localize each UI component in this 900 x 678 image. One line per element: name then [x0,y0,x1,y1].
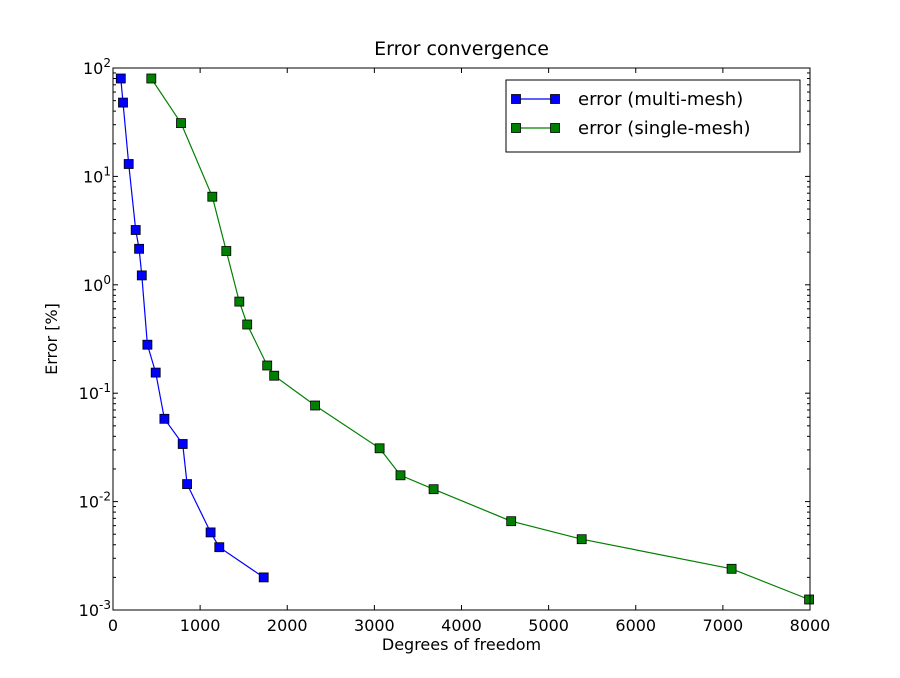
data-point [269,370,280,381]
legend-marker [511,123,521,133]
x-tick-label: 0 [108,616,118,635]
y-tick-exponent: 1 [103,164,111,178]
data-point [134,243,145,254]
series-markers [115,73,814,605]
data-point [182,479,193,490]
data-point [242,319,253,330]
data-point [115,73,126,84]
series-lines [120,78,810,601]
data-point [258,572,269,583]
y-tick-mantissa: 10 [83,276,103,295]
y-tick-label: 101 [83,164,111,186]
data-point [506,516,517,527]
y-tick-exponent: -2 [99,490,111,504]
data-point [136,270,147,281]
legend-marker [550,123,560,133]
data-point [118,97,128,108]
y-tick-mantissa: 10 [79,493,99,512]
legend-label: error (multi-mesh) [578,89,743,110]
data-point [130,225,141,235]
y-tick-label: 10-1 [79,381,111,403]
legend-label: error (single-mesh) [578,118,751,139]
y-tick-label: 102 [83,56,111,78]
y-tick-mantissa: 10 [79,601,99,620]
series-line-1 [150,78,810,601]
data-point [146,73,157,84]
data-point [262,360,273,371]
x-tick-label: 3000 [354,616,395,635]
data-point [428,484,439,495]
y-tick-label: 10-3 [79,598,111,620]
data-point [150,367,161,378]
y-axis-label: Error [%] [42,303,61,375]
legend-box [505,79,801,153]
y-tick-exponent: 2 [103,56,111,70]
data-point [159,413,170,424]
y-tick-label: 10-2 [79,490,111,512]
x-tick-label: 8000 [790,616,831,635]
data-point [374,443,385,454]
data-point [123,159,134,169]
y-tick-mantissa: 10 [83,167,103,186]
x-axis-label: Degrees of freedom [382,635,541,654]
plot-frame [112,67,811,611]
data-point [234,296,245,307]
x-tick-label: 6000 [615,616,656,635]
data-point [142,339,153,350]
data-point [207,191,218,202]
data-point [576,534,587,545]
x-tick-label: 7000 [703,616,744,635]
legend-marker [550,94,560,104]
data-point [221,246,232,256]
x-tick-label: 2000 [267,616,308,635]
data-point [804,594,814,605]
chart-title: Error convergence [374,38,549,60]
data-point [395,470,406,481]
y-tick-exponent: 0 [103,273,111,287]
y-tick-mantissa: 10 [83,59,103,78]
x-tick-label: 5000 [528,616,569,635]
data-point [205,527,216,538]
x-tick-label: 1000 [180,616,221,635]
data-point [176,118,186,128]
legend-marker [511,94,521,104]
data-point [310,400,321,411]
y-tick-exponent: -3 [99,598,111,612]
y-tick-exponent: -1 [99,381,111,395]
x-tick-label: 4000 [441,616,482,635]
data-point [214,542,225,553]
data-point [177,439,188,449]
y-tick-label: 100 [83,273,111,295]
y-tick-mantissa: 10 [79,384,99,403]
data-point [726,563,737,574]
legend: error (multi-mesh) error (single-mesh) [505,79,801,153]
plot-area [113,68,810,610]
series-line-0 [120,78,265,578]
